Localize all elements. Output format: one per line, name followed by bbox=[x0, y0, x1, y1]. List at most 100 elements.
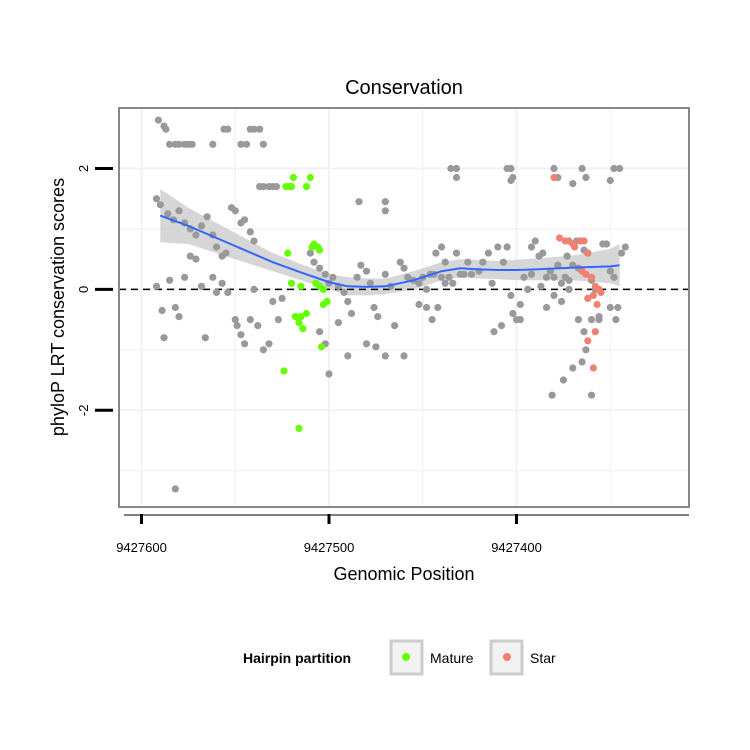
data-point-other bbox=[565, 285, 573, 293]
data-point-other bbox=[434, 303, 442, 312]
data-point-other bbox=[464, 258, 472, 266]
data-point-other bbox=[467, 270, 476, 278]
data-point-other bbox=[259, 183, 267, 191]
data-point-other bbox=[574, 316, 583, 324]
data-point-other bbox=[237, 140, 245, 148]
data-point-other bbox=[415, 279, 423, 287]
data-point-other bbox=[175, 140, 183, 148]
data-point-other bbox=[441, 279, 449, 287]
data-point-other bbox=[452, 249, 461, 257]
data-point-other bbox=[201, 334, 209, 342]
data-point-other bbox=[488, 279, 496, 287]
data-point-other bbox=[212, 243, 221, 251]
data-point-other bbox=[334, 319, 342, 327]
data-point-other bbox=[606, 176, 614, 185]
data-point-other bbox=[610, 273, 618, 281]
data-point-other bbox=[209, 273, 217, 281]
data-point-other bbox=[192, 255, 200, 263]
data-point-other bbox=[527, 270, 536, 278]
data-point-other bbox=[507, 291, 515, 299]
data-point-other bbox=[381, 207, 389, 215]
data-point-mature bbox=[280, 367, 288, 375]
data-point-other bbox=[306, 249, 314, 257]
data-point-other bbox=[531, 237, 539, 245]
data-point-other bbox=[224, 288, 232, 296]
data-point-other bbox=[396, 258, 404, 266]
data-point-other bbox=[218, 279, 226, 287]
data-point-other bbox=[370, 303, 378, 312]
data-point-other bbox=[437, 243, 446, 251]
data-point-mature bbox=[289, 173, 297, 182]
data-point-other bbox=[222, 249, 230, 257]
data-point-other bbox=[537, 282, 545, 290]
data-point-other bbox=[580, 328, 588, 336]
data-point-other bbox=[357, 261, 365, 269]
data-point-other bbox=[563, 252, 571, 260]
data-point-other bbox=[366, 279, 374, 287]
data-point-mature bbox=[295, 424, 303, 432]
data-point-other bbox=[246, 228, 254, 236]
data-point-mature bbox=[302, 309, 311, 318]
legend-dot-mature bbox=[402, 653, 410, 661]
data-point-other bbox=[452, 173, 461, 182]
data-point-other bbox=[353, 273, 361, 281]
data-point-other bbox=[578, 164, 586, 173]
y-axis: -2 0 2 bbox=[76, 165, 113, 416]
data-point-other bbox=[224, 125, 232, 133]
data-point-mature bbox=[306, 173, 314, 182]
data-point-star bbox=[589, 291, 598, 299]
data-point-star bbox=[584, 294, 592, 302]
data-point-mature bbox=[316, 246, 324, 254]
data-point-other bbox=[422, 285, 431, 293]
x-tick-label: 9427400 bbox=[491, 540, 542, 555]
data-point-other bbox=[372, 343, 380, 351]
data-point-mature bbox=[295, 319, 303, 327]
data-point-other bbox=[316, 264, 324, 272]
legend-dot-star bbox=[503, 653, 511, 661]
data-point-other bbox=[231, 316, 239, 324]
data-point-other bbox=[449, 279, 457, 287]
data-point-other bbox=[209, 140, 217, 148]
data-point-other bbox=[610, 164, 618, 173]
data-point-other bbox=[479, 258, 487, 266]
data-point-other bbox=[329, 273, 337, 281]
data-point-other bbox=[437, 273, 446, 281]
data-point-other bbox=[166, 276, 174, 284]
legend-title: Hairpin partition bbox=[243, 650, 351, 666]
data-point-other bbox=[246, 316, 254, 324]
data-point-other bbox=[231, 207, 239, 215]
data-point-other bbox=[186, 252, 194, 260]
data-point-other bbox=[527, 243, 536, 251]
data-point-other bbox=[171, 485, 179, 493]
data-point-mature bbox=[302, 183, 311, 191]
data-point-mature bbox=[317, 343, 326, 351]
data-point-other bbox=[484, 249, 492, 257]
smooth-confidence-band bbox=[160, 189, 620, 296]
data-point-other bbox=[256, 125, 264, 133]
y-axis-title: phyloP LRT conservation scores bbox=[48, 178, 68, 436]
data-point-other bbox=[233, 322, 241, 330]
data-point-star bbox=[580, 237, 588, 245]
data-point-mature bbox=[297, 282, 305, 290]
data-point-other bbox=[250, 125, 258, 133]
data-point-star bbox=[589, 364, 598, 372]
data-point-other bbox=[265, 340, 273, 348]
data-point-other bbox=[509, 309, 517, 318]
data-point-other bbox=[578, 358, 586, 366]
data-point-other bbox=[344, 352, 352, 360]
data-point-other bbox=[445, 273, 453, 281]
data-point-mature bbox=[284, 249, 292, 257]
data-point-star bbox=[582, 270, 590, 278]
data-point-other bbox=[559, 376, 568, 384]
data-point-other bbox=[520, 273, 528, 281]
data-point-other bbox=[197, 222, 206, 230]
data-point-other bbox=[340, 288, 348, 296]
data-point-other bbox=[516, 300, 524, 309]
data-point-other bbox=[507, 164, 515, 173]
data-point-other bbox=[269, 297, 277, 306]
data-point-other bbox=[344, 297, 352, 306]
data-point-other bbox=[164, 210, 172, 218]
data-point-other bbox=[181, 273, 189, 281]
